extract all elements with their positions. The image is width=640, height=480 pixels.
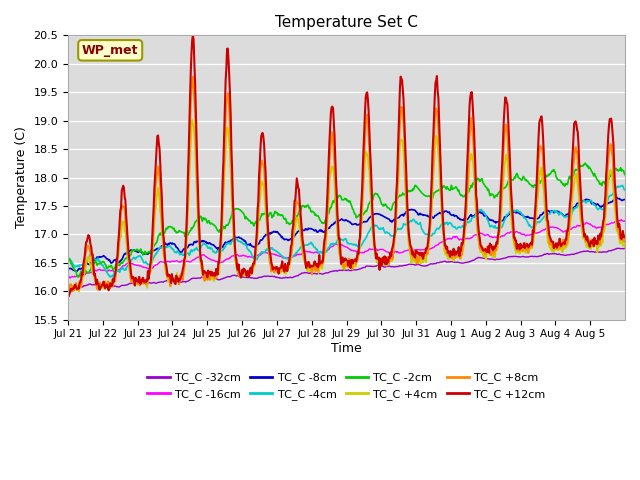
TC_C -16cm: [618, 216, 625, 222]
TC_C -16cm: [282, 255, 289, 261]
TC_C -32cm: [64, 285, 72, 291]
TC_C -32cm: [260, 273, 268, 279]
TC_C +8cm: [64, 287, 72, 292]
TC_C -16cm: [404, 247, 412, 253]
Line: TC_C +8cm: TC_C +8cm: [68, 77, 625, 291]
TC_C +4cm: [188, 117, 196, 123]
TC_C -4cm: [436, 224, 444, 230]
Line: TC_C +4cm: TC_C +4cm: [68, 120, 625, 291]
TC_C -2cm: [74, 274, 82, 280]
Line: TC_C -2cm: TC_C -2cm: [68, 163, 625, 277]
TC_C -8cm: [621, 197, 629, 203]
TC_C -2cm: [64, 255, 72, 261]
TC_C +4cm: [621, 244, 629, 250]
TC_C +8cm: [406, 239, 413, 245]
TC_C +4cm: [436, 192, 444, 197]
TC_C +8cm: [234, 268, 241, 274]
TC_C +4cm: [64, 286, 72, 292]
TC_C -32cm: [282, 275, 289, 280]
Text: WP_met: WP_met: [82, 44, 138, 57]
TC_C -32cm: [233, 273, 241, 279]
TC_C -8cm: [233, 235, 241, 240]
TC_C +8cm: [189, 74, 196, 80]
TC_C +12cm: [64, 284, 72, 289]
TC_C +4cm: [406, 245, 413, 251]
TC_C -8cm: [260, 234, 268, 240]
TC_C -8cm: [64, 265, 72, 271]
TC_C -8cm: [131, 247, 138, 252]
TC_C +8cm: [282, 264, 290, 270]
TC_C -2cm: [260, 211, 268, 217]
X-axis label: Time: Time: [331, 342, 362, 355]
TC_C -8cm: [436, 210, 444, 216]
TC_C -2cm: [436, 188, 444, 193]
TC_C -32cm: [436, 259, 444, 265]
TC_C -2cm: [282, 216, 289, 221]
TC_C -2cm: [131, 247, 138, 253]
Line: TC_C -8cm: TC_C -8cm: [68, 197, 625, 271]
TC_C -4cm: [233, 236, 241, 241]
TC_C -2cm: [621, 172, 629, 178]
Line: TC_C +12cm: TC_C +12cm: [68, 35, 625, 296]
TC_C +12cm: [234, 265, 241, 271]
TC_C -16cm: [621, 218, 629, 224]
TC_C -16cm: [131, 262, 138, 268]
TC_C +12cm: [436, 159, 444, 165]
TC_C +12cm: [261, 156, 269, 162]
Title: Temperature Set C: Temperature Set C: [275, 15, 418, 30]
TC_C -4cm: [64, 258, 72, 264]
TC_C -16cm: [436, 240, 444, 246]
TC_C +8cm: [131, 282, 138, 288]
TC_C -4cm: [106, 274, 114, 280]
TC_C +8cm: [261, 180, 269, 186]
TC_C -4cm: [131, 255, 138, 261]
TC_C -32cm: [404, 262, 412, 267]
TC_C -2cm: [404, 189, 412, 194]
TC_C -8cm: [282, 237, 289, 242]
TC_C -8cm: [73, 268, 81, 274]
TC_C -2cm: [581, 160, 589, 166]
TC_C +12cm: [131, 278, 138, 284]
TC_C -8cm: [612, 194, 620, 200]
TC_C -8cm: [404, 207, 412, 213]
Line: TC_C -16cm: TC_C -16cm: [68, 219, 625, 278]
TC_C +12cm: [621, 234, 629, 240]
TC_C +8cm: [621, 232, 629, 238]
TC_C +12cm: [406, 235, 413, 240]
TC_C +4cm: [282, 271, 290, 276]
TC_C +12cm: [282, 266, 290, 272]
TC_C -32cm: [131, 279, 138, 285]
TC_C +4cm: [131, 275, 138, 281]
TC_C -4cm: [260, 250, 268, 255]
Y-axis label: Temperature (C): Temperature (C): [15, 127, 28, 228]
TC_C -16cm: [67, 275, 74, 281]
TC_C -16cm: [64, 273, 72, 279]
TC_C -32cm: [67, 286, 74, 291]
TC_C -4cm: [404, 219, 412, 225]
TC_C +8cm: [436, 173, 444, 179]
Line: TC_C -32cm: TC_C -32cm: [68, 248, 625, 288]
TC_C -32cm: [621, 245, 629, 251]
TC_C +12cm: [65, 293, 72, 299]
Legend: TC_C -32cm, TC_C -16cm, TC_C -8cm, TC_C -4cm, TC_C -2cm, TC_C +4cm, TC_C +8cm, T: TC_C -32cm, TC_C -16cm, TC_C -8cm, TC_C …: [143, 368, 550, 404]
TC_C -16cm: [233, 252, 241, 258]
TC_C +8cm: [68, 288, 76, 294]
Line: TC_C -4cm: TC_C -4cm: [68, 185, 625, 277]
TC_C -4cm: [618, 182, 626, 188]
TC_C +4cm: [234, 267, 241, 273]
TC_C +4cm: [75, 288, 83, 294]
TC_C -4cm: [621, 187, 629, 193]
TC_C -16cm: [260, 250, 268, 255]
TC_C -4cm: [282, 255, 289, 261]
TC_C +4cm: [261, 197, 269, 203]
TC_C -2cm: [233, 206, 241, 212]
TC_C +12cm: [189, 32, 196, 38]
